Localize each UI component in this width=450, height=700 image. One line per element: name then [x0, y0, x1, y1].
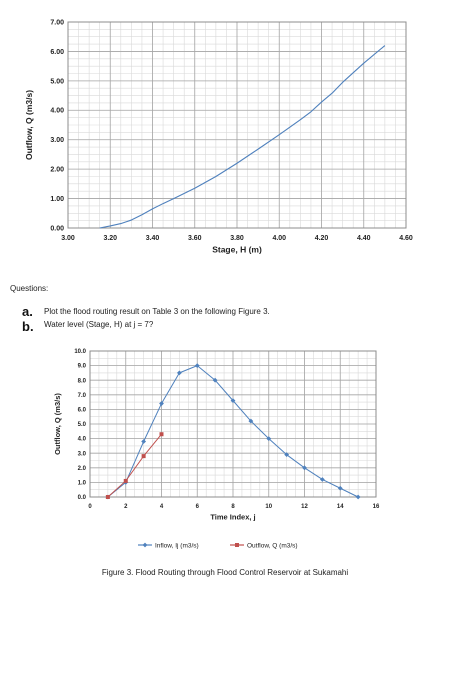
question-b-letter: b.	[22, 319, 34, 334]
x-tick-label: 14	[337, 504, 344, 510]
question-a-text: Plot the flood routing result on Table 3…	[44, 307, 270, 316]
y-tick-label: 6.00	[50, 49, 64, 56]
x-tick-label: 3.80	[230, 235, 244, 242]
y-tick-label: 10.0	[74, 349, 86, 355]
x-tick-label: 4.00	[272, 235, 286, 242]
inflow-point	[176, 370, 182, 376]
inflow-point	[194, 363, 200, 368]
legend-marker	[142, 542, 148, 548]
inflow-point	[337, 485, 343, 491]
series-line	[99, 45, 386, 229]
legend-label: Outflow, Q (m3/s)	[247, 543, 298, 550]
inflow-point	[302, 465, 307, 471]
outflow-point	[141, 454, 146, 459]
x-tick-label: 4.60	[399, 235, 413, 242]
y-tick-label: 5.0	[78, 422, 87, 428]
inflow-point	[355, 494, 361, 500]
x-tick-label: 6	[196, 504, 200, 510]
x-tick-label: 3.20	[103, 235, 117, 242]
y-tick-label: 0.0	[78, 495, 87, 501]
y-axis-title: Outflow, Q (m3/s)	[53, 393, 62, 455]
y-tick-label: 4.0	[78, 437, 87, 443]
inflow-point	[319, 477, 325, 482]
flood-routing-chart: 0 2 4 6 8 10 12 14 16 0.0 1.0 2.0 3.0 4.0 5.0 6.0 7.0 8.0…	[53, 349, 380, 549]
inflow-point	[284, 452, 290, 458]
plot-frame	[89, 350, 377, 498]
y-tick-label: 6.0	[78, 408, 87, 414]
x-axis-title: Stage, H (m)	[212, 245, 262, 255]
inflow-point	[212, 377, 218, 383]
y-tick-label: 3.00	[50, 137, 64, 144]
y-tick-label: 2.00	[50, 167, 64, 174]
x-tick-label: 4	[160, 504, 164, 510]
question-b-text: Water level (Stage, H) at j = 7?	[44, 320, 154, 329]
inflow-point	[248, 418, 254, 424]
y-tick-label: 0.00	[50, 225, 64, 232]
outflow-point	[105, 495, 110, 499]
y-tick-label: 3.0	[78, 451, 87, 457]
y-tick-label: 9.0	[78, 364, 87, 370]
y-tick-label: 1.00	[50, 196, 64, 203]
y-tick-label: 2.0	[78, 466, 87, 472]
y-tick-label: 8.0	[78, 378, 87, 384]
x-tick-label: 0	[88, 504, 92, 510]
legend-marker	[235, 543, 239, 547]
questions-heading: Questions:	[10, 284, 49, 293]
outflow-point	[159, 432, 164, 437]
x-tick-label: 4.20	[315, 235, 329, 242]
x-tick-label: 3.40	[146, 235, 160, 242]
inflow-point	[266, 436, 272, 441]
x-axis-title: Time Index, j	[210, 513, 255, 522]
y-tick-label: 1.0	[78, 481, 87, 487]
inflow-point	[159, 401, 164, 406]
stage-outflow-chart: 3.00 3.20 3.40 3.60 3.80 4.00 4.20 4.40 4.60 0.00…	[24, 19, 413, 254]
y-tick-label: 5.00	[50, 78, 64, 85]
x-tick-label: 10	[265, 504, 272, 510]
inflow-point	[141, 439, 147, 444]
series-line	[107, 433, 162, 498]
x-tick-label: 12	[301, 504, 308, 510]
figure-caption: Figure 3. Flood Routing through Flood Co…	[102, 568, 349, 577]
y-tick-label: 7.00	[50, 19, 64, 26]
x-tick-label: 4.40	[357, 235, 371, 242]
question-a-letter: a.	[22, 304, 33, 319]
x-tick-label: 3.00	[61, 235, 75, 242]
x-tick-label: 2	[124, 504, 128, 510]
y-axis-title: Outflow, Q (m3/s)	[24, 90, 34, 160]
x-tick-label: 16	[373, 504, 380, 510]
legend-label: Inflow, Ij (m3/s)	[155, 543, 199, 550]
plot-frame	[67, 21, 407, 229]
x-tick-label: 3.60	[188, 235, 202, 242]
y-tick-label: 7.0	[78, 393, 87, 399]
y-tick-label: 4.00	[50, 108, 64, 115]
x-tick-label: 8	[231, 504, 235, 510]
outflow-point	[123, 478, 128, 483]
inflow-point	[230, 398, 236, 404]
